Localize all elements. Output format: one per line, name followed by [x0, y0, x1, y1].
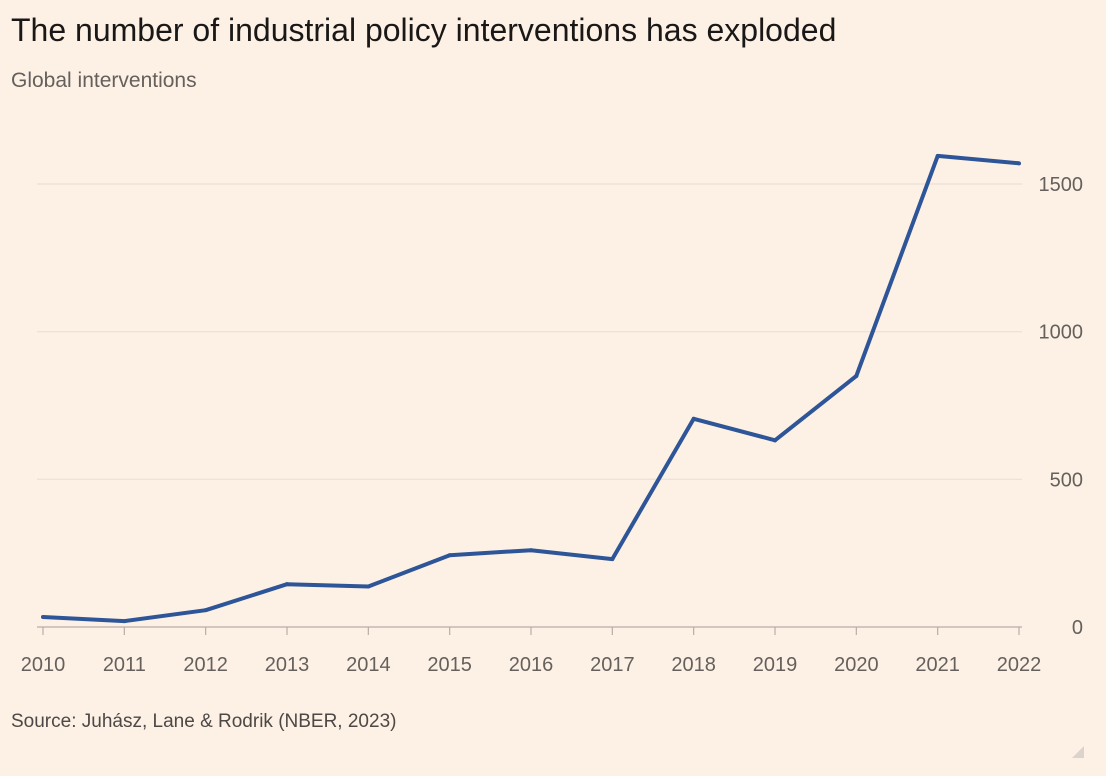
y-tick-labels: 0 500 1000 1500 [1039, 174, 1084, 639]
data-point-2016 [529, 548, 533, 553]
x-tick-label-2018: 2018 [671, 654, 716, 676]
x-tick-label-2016: 2016 [509, 654, 554, 676]
data-point-2011 [122, 619, 127, 624]
gridlines [37, 183, 1022, 480]
series-layer [41, 153, 1021, 624]
x-tick-label-2020: 2020 [834, 654, 879, 676]
data-point-2013 [285, 582, 289, 587]
x-tick-label-2013: 2013 [265, 654, 310, 676]
x-tick-label-2022: 2022 [997, 654, 1042, 676]
data-point-2020 [854, 373, 859, 378]
data-point-2014 [366, 584, 371, 589]
data-point-2010 [41, 614, 45, 619]
resize-handle-icon[interactable] [1072, 746, 1084, 758]
source-note: Source: Juhász, Lane & Rodrik (NBER, 202… [11, 711, 397, 732]
y-tick-label-1000: 1000 [1039, 322, 1084, 344]
data-point-2012 [203, 608, 208, 613]
x-tick-label-2015: 2015 [427, 654, 472, 676]
data-point-2017 [610, 557, 615, 562]
x-tick-label-2014: 2014 [346, 654, 391, 676]
y-tick-label-1500: 1500 [1039, 174, 1084, 196]
x-axis [37, 626, 1022, 635]
x-tick-label-2021: 2021 [915, 654, 960, 676]
chart-subtitle: Global interventions [11, 69, 197, 92]
x-tick-label-2017: 2017 [590, 654, 635, 676]
x-tick-label-2019: 2019 [753, 654, 798, 676]
data-point-2021 [935, 153, 940, 158]
y-tick-label-0: 0 [1072, 617, 1083, 639]
chart-title: The number of industrial policy interven… [11, 12, 837, 48]
x-tick-label-2012: 2012 [183, 654, 228, 676]
x-tick-label-2011: 2011 [103, 654, 146, 676]
data-point-2018 [691, 416, 696, 421]
y-tick-label-500: 500 [1050, 469, 1083, 491]
data-point-2015 [447, 553, 452, 558]
data-point-2019 [773, 438, 777, 443]
x-tick-labels: 2010 2011 2012 2013 2014 2015 2016 2017 2018 2019… [21, 654, 1042, 676]
data-point-2022 [1017, 161, 1021, 166]
x-tick-label-2010: 2010 [21, 654, 66, 676]
